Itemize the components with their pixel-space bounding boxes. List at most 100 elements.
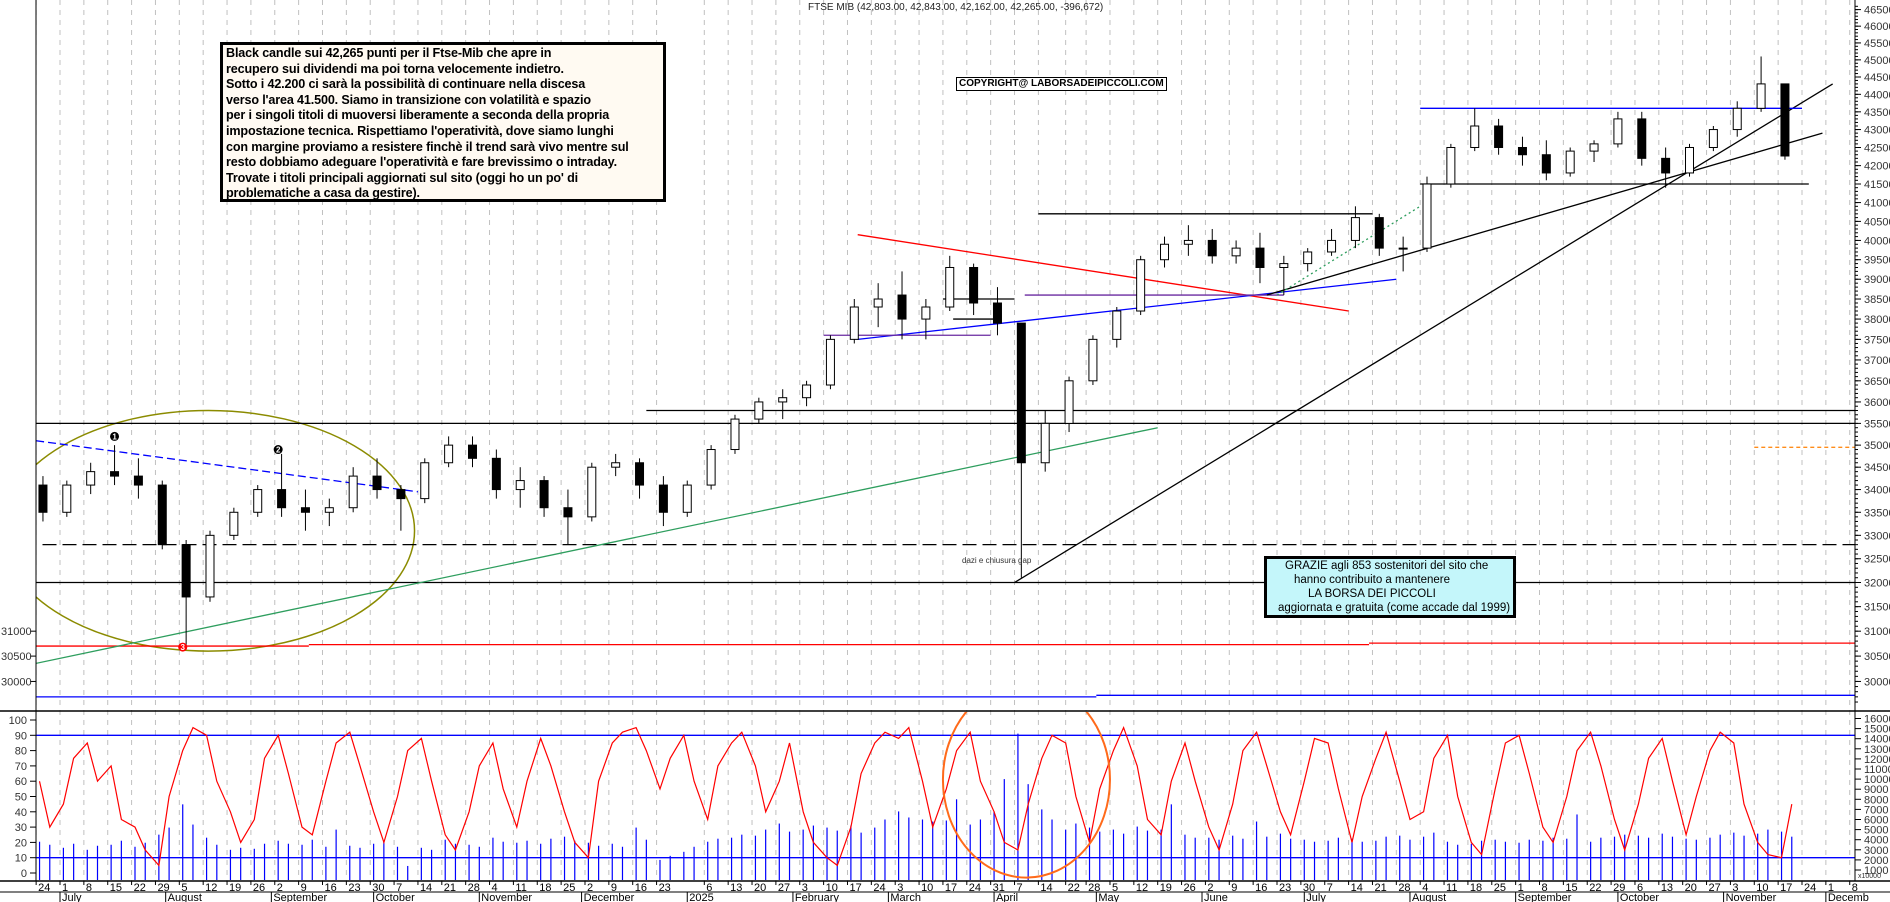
price-tick-label: 39500 [1864,255,1890,267]
candle [444,436,454,468]
price-tick-label: 40500 [1864,216,1890,228]
volume-tick-label: 8000 [1864,794,1888,806]
candle [1183,225,1193,256]
date-tick-label: 3 [897,882,903,894]
date-tick-label: 20 [1685,882,1697,894]
candle [1780,83,1790,160]
date-tick-label: 22 [1589,882,1601,894]
oscillator-tick-label: 10 [15,853,27,865]
volume-tick-label: 13000 [1864,744,1890,756]
date-tick-label: 13 [1661,882,1673,894]
date-tick-label: 19 [1160,882,1172,894]
candle-body [754,401,764,420]
date-tick-label: 4 [1422,882,1428,894]
candle [38,476,48,522]
candle-body [706,449,716,486]
olive-ellipse [36,409,416,652]
candle [563,489,573,545]
candle-body [1327,239,1337,253]
candle-body [372,475,382,491]
date-tick-label: 8 [86,882,92,894]
thanks-line: hanno contribuito a mantenere [1294,574,1450,586]
candle-body [86,471,96,486]
commentary-box: Black candle sui 42,265 punti per il Fts… [220,42,666,202]
candle [1661,147,1671,188]
month-label: November [481,892,532,902]
price-tick-label: 43000 [1864,125,1890,137]
candle [1279,255,1289,296]
candle-body [1207,239,1217,257]
marker-3-icon [178,642,188,652]
date-tick-label: 15 [1565,882,1577,894]
volume-tick-label: 6000 [1864,815,1888,827]
date-tick-label: 25 [563,882,575,894]
oscillator-tick-label: 20 [15,837,27,849]
date-tick-label: 1 [1828,882,1834,894]
candle [1637,111,1647,166]
green-trend [36,427,1158,665]
candle [1589,140,1599,162]
month-label: April [996,892,1018,902]
candle [1732,101,1742,137]
candle [992,287,1002,336]
candle-body [921,306,931,320]
candle-body [467,444,477,459]
candle-body [1422,183,1432,249]
candle-body [253,489,263,513]
candle-body [969,266,979,304]
candle-body [157,484,167,546]
candle-body [1637,118,1647,159]
candle [1040,410,1050,472]
candle [587,462,597,522]
candle [467,436,477,468]
candle-body [1732,107,1742,131]
candle-body [348,475,358,509]
oscillator-tick-label: 50 [15,792,27,804]
thanks-line: LA BORSA DEI PICCOLI [1308,588,1436,600]
marker-2-icon [273,445,283,455]
date-tick-label: 28 [1398,882,1410,894]
date-tick-label: 17 [945,882,957,894]
candle-body [1112,310,1122,340]
candle [1708,125,1718,152]
candle-body [181,544,191,598]
commentary-line: con margine proviamo a resistere finchè … [226,139,629,154]
date-tick-label: 18 [1470,882,1482,894]
month-label: May [1098,892,1119,902]
candle [1756,56,1766,112]
candle [945,255,955,312]
price-tick-label: 38000 [1864,314,1890,326]
date-tick-label: 11 [515,882,526,894]
gap-annotation: dazi e chiusura gap [962,556,1032,565]
candle-body [1016,322,1026,464]
candle-body [802,384,812,399]
date-tick-label: 28 [1088,882,1100,894]
candle-body [563,507,573,518]
date-tick-label: 24 [1804,882,1816,894]
candle-body [1088,338,1098,382]
candle [277,453,287,517]
price-tick-label: 42000 [1864,161,1890,173]
month-label: August [168,892,202,902]
price-tick-label: 31500 [1864,602,1890,614]
candle-body [515,480,525,491]
vertical-grid [35,0,1851,881]
date-tick-label: 16 [635,882,647,894]
date-tick-label: 22 [1068,882,1080,894]
volume-tick-label: 1000 [1864,865,1888,877]
date-tick-label: 1 [62,882,68,894]
price-tick-label: 46500 [1864,5,1890,17]
oscillator-tick-label: 40 [15,807,27,819]
date-tick-label: 4 [492,882,498,894]
date-tick-label: 28 [468,882,480,894]
candle [515,467,525,508]
candle-body [1470,125,1480,148]
candle [611,453,621,477]
date-tick-label: 14 [420,882,432,894]
candle-body [38,484,48,513]
date-tick-label: 9 [1231,882,1237,894]
candle-body [62,484,72,513]
date-tick-label: 7 [1327,882,1333,894]
secondary-uptrend [1266,132,1823,296]
